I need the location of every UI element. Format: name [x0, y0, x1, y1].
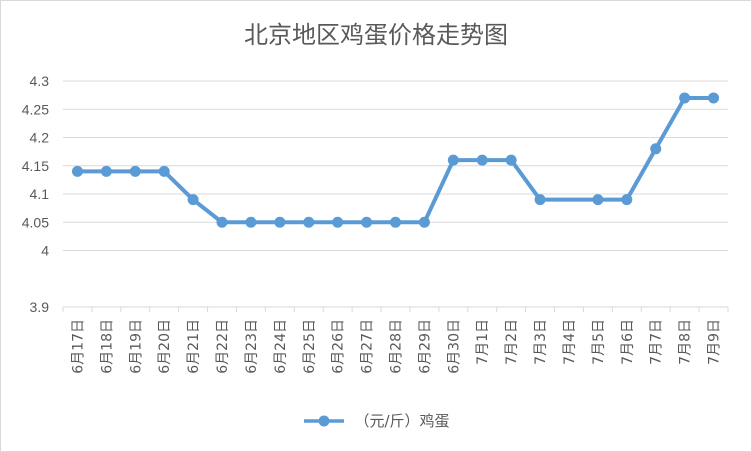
y-tick-label: 4.05	[22, 214, 49, 230]
data-point	[390, 216, 401, 228]
y-tick-label: 4.2	[30, 130, 50, 146]
x-tick-label: 7月6日	[620, 319, 636, 365]
data-point	[621, 194, 633, 206]
chart-title: 北京地区鸡蛋价格走势图	[244, 21, 508, 49]
x-tick-label: 6月25日	[302, 319, 318, 374]
data-point	[274, 216, 286, 228]
chart-legend: （元/斤）鸡蛋	[1, 410, 751, 431]
y-tick-label: 4.25	[22, 101, 49, 117]
x-tick-label: 6月26日	[331, 319, 347, 374]
data-point	[245, 216, 257, 228]
y-tick-label: 4	[41, 243, 49, 259]
data-point	[679, 92, 691, 104]
x-tick-label: 7月1日	[475, 319, 491, 365]
data-point	[447, 154, 459, 166]
x-tick-label: 6月17日	[70, 319, 86, 374]
series-line	[75, 95, 716, 225]
x-tick-label: 6月21日	[186, 319, 202, 374]
legend-label: （元/斤）鸡蛋	[354, 412, 450, 430]
data-point	[100, 165, 112, 177]
data-point	[216, 216, 228, 228]
data-point	[361, 216, 373, 228]
x-tick-label: 6月23日	[244, 319, 260, 374]
x-tick-label: 6月22日	[215, 319, 231, 374]
data-point	[158, 165, 170, 177]
data-point	[708, 92, 720, 104]
y-tick-label: 3.9	[30, 299, 50, 315]
data-point	[129, 165, 141, 177]
x-tick-label: 6月30日	[446, 319, 462, 374]
data-point	[534, 194, 546, 206]
x-tick-label: 7月3日	[533, 319, 549, 365]
data-point	[332, 216, 344, 228]
x-tick-label: 6月18日	[99, 319, 115, 374]
legend-line-marker	[304, 415, 345, 426]
data-point	[592, 194, 604, 206]
x-tick-label: 7月2日	[504, 319, 520, 365]
data-point	[650, 143, 662, 155]
x-tick-label: 7月7日	[649, 319, 665, 365]
y-tick-label: 4.15	[22, 158, 49, 174]
x-tick-label: 7月4日	[562, 319, 578, 365]
data-point	[418, 216, 430, 228]
data-point	[505, 154, 517, 166]
data-point	[476, 154, 488, 166]
y-tick-label: 4.3	[30, 73, 50, 89]
x-tick-label: 7月8日	[678, 319, 694, 365]
x-tick-label: 6月28日	[389, 319, 405, 374]
x-tick-label: 7月9日	[707, 319, 723, 365]
x-tick-label: 6月19日	[128, 319, 144, 374]
x-tick-label: 7月5日	[591, 319, 607, 365]
data-point	[71, 165, 83, 177]
x-tick-label: 6月27日	[360, 319, 376, 374]
x-tick-label: 6月20日	[157, 319, 173, 374]
x-tick-label: 6月29日	[417, 319, 433, 374]
x-tick-label: 6月24日	[273, 319, 289, 374]
y-tick-label: 4.1	[30, 186, 50, 202]
data-point	[303, 216, 315, 228]
data-point	[187, 194, 199, 206]
